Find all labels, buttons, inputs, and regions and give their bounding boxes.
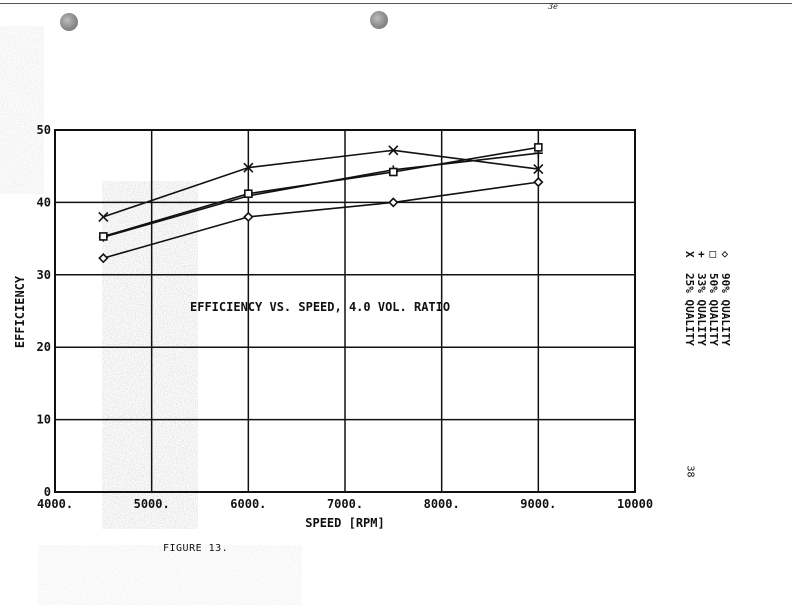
y-tick-label: 30 [37, 268, 51, 282]
y-tick-label: 0 [44, 485, 51, 499]
chart-title: EFFICIENCY VS. SPEED, 4.0 VOL. RATIO [190, 300, 450, 314]
data-point-square [534, 143, 543, 152]
data-point-x [243, 162, 254, 173]
legend-label: 33% QUALITY [695, 273, 708, 346]
data-point-x [98, 211, 109, 222]
data-point-x [533, 164, 544, 175]
data-point-x [388, 145, 399, 156]
x-tick-labels: 4000. 5000. 6000. 7000. 8000. 9000. 10000 [37, 497, 653, 511]
figure-caption: FIGURE 13. [163, 543, 229, 554]
data-point-diamond [388, 197, 399, 208]
x-tick-label: 10000 [617, 497, 653, 511]
binder-hole-center [370, 11, 388, 29]
series [98, 143, 544, 264]
x-tick-label: 8000. [424, 497, 460, 511]
y-tick-label: 50 [37, 123, 51, 137]
y-tick-label: 10 [37, 413, 51, 427]
data-point-diamond [98, 253, 109, 264]
plot-frame [54, 129, 636, 493]
legend-label: 25% QUALITY [683, 273, 696, 346]
series-line [103, 146, 539, 238]
page-mark: 3e [548, 2, 558, 11]
legend-marker: ◇ [719, 251, 732, 258]
x-tick-label: 6000. [230, 497, 266, 511]
y-tick-label: 40 [37, 195, 51, 209]
legend-label: 50% QUALITY [707, 273, 720, 346]
series-square [99, 143, 543, 241]
y-tick-labels: 0 10 20 30 40 50 [37, 123, 51, 499]
data-point-diamond [243, 211, 254, 223]
series-line [103, 181, 539, 259]
top-scan-line [0, 3, 792, 4]
series-diamond [98, 176, 544, 264]
legend-entry: □ 50% QUALITY [707, 251, 720, 346]
legend-marker: X [683, 251, 696, 258]
y-tick-label: 20 [37, 340, 51, 354]
data-point-square [389, 167, 398, 177]
page-number: 38 [684, 465, 696, 478]
legend-entry: X 25% QUALITY [683, 251, 696, 346]
legend-marker: □ [707, 251, 720, 258]
legend-label: 90% QUALITY [719, 273, 732, 346]
legend: X25% QUALITY+33% QUALITY□50% QUALITY◇90%… [683, 251, 732, 346]
data-point-square [244, 189, 253, 199]
x-axis-label: SPEED [RPM] [305, 516, 384, 530]
data-point-diamond [533, 176, 544, 188]
legend-marker: + [695, 251, 708, 258]
y-axis-label: EFFICIENCY [13, 275, 27, 348]
legend-entry: +33% QUALITY [695, 251, 708, 346]
x-tick-label: 9000. [520, 497, 556, 511]
x-tick-label: 7000. [327, 497, 363, 511]
binder-hole-left [60, 13, 78, 31]
x-tick-label: 4000. [37, 497, 73, 511]
legend-entry: ◇ 90% QUALITY [719, 251, 732, 346]
x-tick-label: 5000. [134, 497, 170, 511]
data-point-square [99, 232, 108, 241]
